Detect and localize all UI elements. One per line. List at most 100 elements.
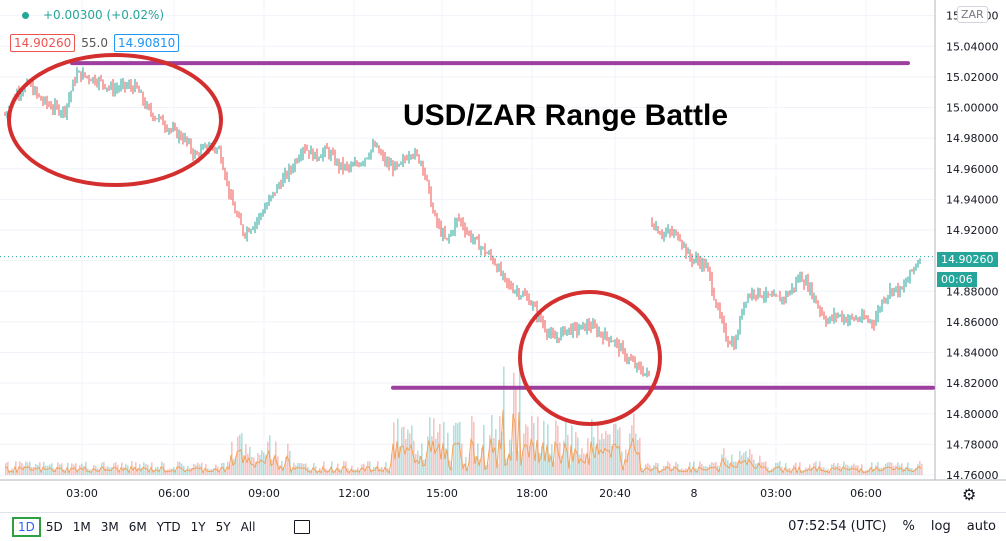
volume-bar <box>513 372 515 475</box>
volume-bar <box>583 453 585 475</box>
gear-icon[interactable]: ⚙ <box>962 485 977 504</box>
current-price-label: 14.90260 <box>937 252 998 267</box>
volume-bar <box>195 464 197 475</box>
range-1y[interactable]: 1Y <box>190 520 206 534</box>
volume-bar <box>219 470 221 475</box>
volume-bar <box>679 469 681 475</box>
volume-bar <box>709 464 711 475</box>
volume-bar <box>91 470 93 475</box>
volume-bar <box>549 453 551 475</box>
volume-bar <box>581 448 583 475</box>
x-tick-label: 18:00 <box>516 487 548 500</box>
volume-bar <box>713 462 715 475</box>
volume-bar <box>287 443 289 475</box>
volume-bar <box>359 470 361 475</box>
percent-toggle[interactable]: % <box>902 519 915 534</box>
volume-bar <box>193 464 195 475</box>
range-all[interactable]: All <box>240 520 256 534</box>
volume-bar <box>859 469 861 475</box>
volume-bar <box>343 461 345 475</box>
volume-bar <box>191 467 193 475</box>
volume-bar <box>605 430 607 475</box>
volume-bar <box>683 469 685 475</box>
volume-bar <box>825 469 827 475</box>
volume-bar <box>25 461 27 475</box>
volume-bar <box>405 439 407 475</box>
range-1m[interactable]: 1M <box>72 520 91 534</box>
range-3m[interactable]: 3M <box>100 520 119 534</box>
volume-bar <box>831 464 833 475</box>
volume-bar <box>887 462 889 475</box>
volume-bar <box>431 436 433 475</box>
auto-toggle[interactable]: auto <box>966 519 996 534</box>
volume-bar <box>257 453 259 475</box>
volume-bar <box>611 445 613 475</box>
volume-bar <box>589 457 591 475</box>
volume-bar <box>401 427 403 475</box>
volume-bar <box>909 467 911 475</box>
volume-bar <box>123 467 125 475</box>
range-1d[interactable]: 1D <box>12 517 41 537</box>
y-tick-label: 14.76000 <box>946 469 999 482</box>
volume-bar <box>37 464 39 475</box>
volume-bar <box>263 452 265 475</box>
volume-bar <box>783 470 785 475</box>
volume-bar <box>531 416 533 475</box>
go-to-date-icon[interactable] <box>294 520 311 534</box>
utc-clock[interactable]: 07:52:54 (UTC) <box>788 519 887 534</box>
volume-bar <box>749 449 751 475</box>
volume-bar <box>761 462 763 475</box>
volume-bar <box>919 461 921 475</box>
volume-bar <box>755 463 757 475</box>
volume-bar <box>463 463 465 475</box>
volume-bar <box>199 464 201 475</box>
volume-bar <box>355 469 357 475</box>
volume-bar <box>481 448 483 475</box>
volume-bar <box>607 434 609 475</box>
bottom-toolbar: 1D 5D 1M 3M 6M YTD 1Y 5Y All 07:52:54 (U… <box>0 512 1006 541</box>
volume-bar <box>811 467 813 475</box>
volume-bar <box>813 463 815 475</box>
volume-bar <box>317 470 319 475</box>
range-5d[interactable]: 5D <box>45 520 63 534</box>
volume-bar <box>733 461 735 475</box>
bid-price[interactable]: 14.90260 <box>10 34 76 52</box>
price-change: +0.00300 (+0.02%) <box>43 8 165 22</box>
x-tick-label: 06:00 <box>850 487 882 500</box>
ask-price[interactable]: 14.90810 <box>113 34 180 52</box>
volume-bar <box>629 433 631 475</box>
volume-bar <box>137 468 139 475</box>
volume-bar <box>101 462 103 475</box>
range-5y[interactable]: 5Y <box>215 520 231 534</box>
spread: 55.0 <box>81 36 108 50</box>
log-toggle[interactable]: log <box>930 519 951 534</box>
volume-bar <box>125 463 127 475</box>
volume-bar <box>391 454 393 475</box>
x-tick-label: 06:00 <box>158 487 190 500</box>
volume-bar <box>153 469 155 475</box>
volume-bar <box>237 436 239 475</box>
volume-bar <box>441 448 443 475</box>
volume-bar <box>247 453 249 475</box>
volume-bar <box>69 470 71 475</box>
volume-bar <box>787 468 789 475</box>
y-tick-label: 14.78000 <box>946 438 999 451</box>
y-tick-label: 14.84000 <box>946 347 999 360</box>
range-ytd[interactable]: YTD <box>156 520 181 534</box>
volume-bar <box>853 463 855 475</box>
volume-bar <box>261 450 263 475</box>
volume-bar <box>27 462 29 475</box>
volume-bar <box>335 469 337 475</box>
volume-bar <box>631 425 633 475</box>
volume-bar <box>663 465 665 475</box>
volume-bar <box>769 470 771 475</box>
range-6m[interactable]: 6M <box>128 520 147 534</box>
volume-bar <box>585 455 587 475</box>
volume-bar <box>349 470 351 475</box>
volume-bar <box>773 468 775 475</box>
volume-bar <box>407 429 409 475</box>
volume-bar <box>625 449 627 475</box>
volume-bar <box>893 466 895 475</box>
volume-bar <box>367 461 369 475</box>
